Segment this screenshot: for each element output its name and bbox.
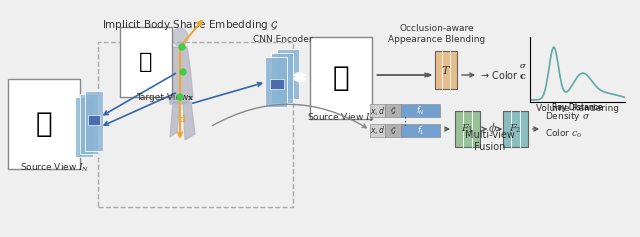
Text: $\mathcal{G}$: $\mathcal{G}$ <box>390 125 396 136</box>
FancyBboxPatch shape <box>385 124 401 137</box>
FancyBboxPatch shape <box>401 104 440 117</box>
Text: Implicit Body Shape Embedding $\mathcal{G}$: Implicit Body Shape Embedding $\mathcal{… <box>102 18 278 32</box>
FancyBboxPatch shape <box>265 57 287 107</box>
Circle shape <box>177 94 183 100</box>
Text: 🏂: 🏂 <box>36 110 52 138</box>
Polygon shape <box>172 28 188 46</box>
Text: $x,d$: $x,d$ <box>370 124 385 137</box>
FancyBboxPatch shape <box>370 124 385 137</box>
Polygon shape <box>170 102 180 137</box>
Text: 🚶: 🚶 <box>140 52 153 72</box>
Text: ⋮: ⋮ <box>399 117 411 127</box>
Text: → Color $\mathbf{c}$: → Color $\mathbf{c}$ <box>480 69 527 81</box>
Circle shape <box>180 69 186 75</box>
FancyBboxPatch shape <box>503 111 528 147</box>
FancyBboxPatch shape <box>385 104 401 117</box>
FancyBboxPatch shape <box>455 111 480 147</box>
FancyBboxPatch shape <box>401 124 440 137</box>
FancyBboxPatch shape <box>75 97 93 157</box>
Text: Density $\sigma$
Color $c_0$: Density $\sigma$ Color $c_0$ <box>545 110 591 140</box>
Text: $f_1$: $f_1$ <box>417 124 424 137</box>
Text: Source View $I_1$: Source View $I_1$ <box>307 111 374 124</box>
Text: Target View: Target View <box>136 93 188 102</box>
FancyBboxPatch shape <box>85 91 103 151</box>
Text: $\phi$: $\phi$ <box>488 122 498 137</box>
Text: $x,d$: $x,d$ <box>370 105 385 117</box>
Text: $T$: $T$ <box>441 64 451 76</box>
Text: CNN Encoder: CNN Encoder <box>253 35 313 44</box>
X-axis label: Ray Distance: Ray Distance <box>552 103 603 112</box>
Text: $f_N$: $f_N$ <box>416 104 425 117</box>
Circle shape <box>179 44 185 50</box>
Text: 🏃: 🏃 <box>333 64 349 92</box>
Text: Multi-view
Fusion: Multi-view Fusion <box>465 130 515 152</box>
FancyBboxPatch shape <box>120 27 172 97</box>
Text: Volume Rendering: Volume Rendering <box>536 104 618 113</box>
Text: Occlusion-aware
Appearance Blending: Occlusion-aware Appearance Blending <box>388 24 486 44</box>
FancyBboxPatch shape <box>80 94 98 154</box>
Y-axis label: $\sigma$: $\sigma$ <box>519 60 527 69</box>
Text: $\mathbf{x}$: $\mathbf{x}$ <box>187 93 194 102</box>
FancyBboxPatch shape <box>8 79 80 169</box>
FancyBboxPatch shape <box>271 53 293 103</box>
FancyBboxPatch shape <box>435 51 457 89</box>
Text: $F_2$: $F_2$ <box>509 123 522 135</box>
Text: $\mathcal{G}$: $\mathcal{G}$ <box>390 105 396 116</box>
FancyBboxPatch shape <box>277 49 299 99</box>
FancyArrowPatch shape <box>295 77 304 81</box>
Polygon shape <box>183 102 195 140</box>
Text: $F_1$: $F_1$ <box>461 123 474 135</box>
FancyBboxPatch shape <box>270 79 284 89</box>
FancyBboxPatch shape <box>370 104 385 117</box>
Polygon shape <box>167 47 193 104</box>
Text: $\mathbf{d}$: $\mathbf{d}$ <box>178 113 187 124</box>
FancyBboxPatch shape <box>88 115 100 125</box>
FancyBboxPatch shape <box>310 37 372 119</box>
Text: Source View $I_N$: Source View $I_N$ <box>20 161 90 174</box>
